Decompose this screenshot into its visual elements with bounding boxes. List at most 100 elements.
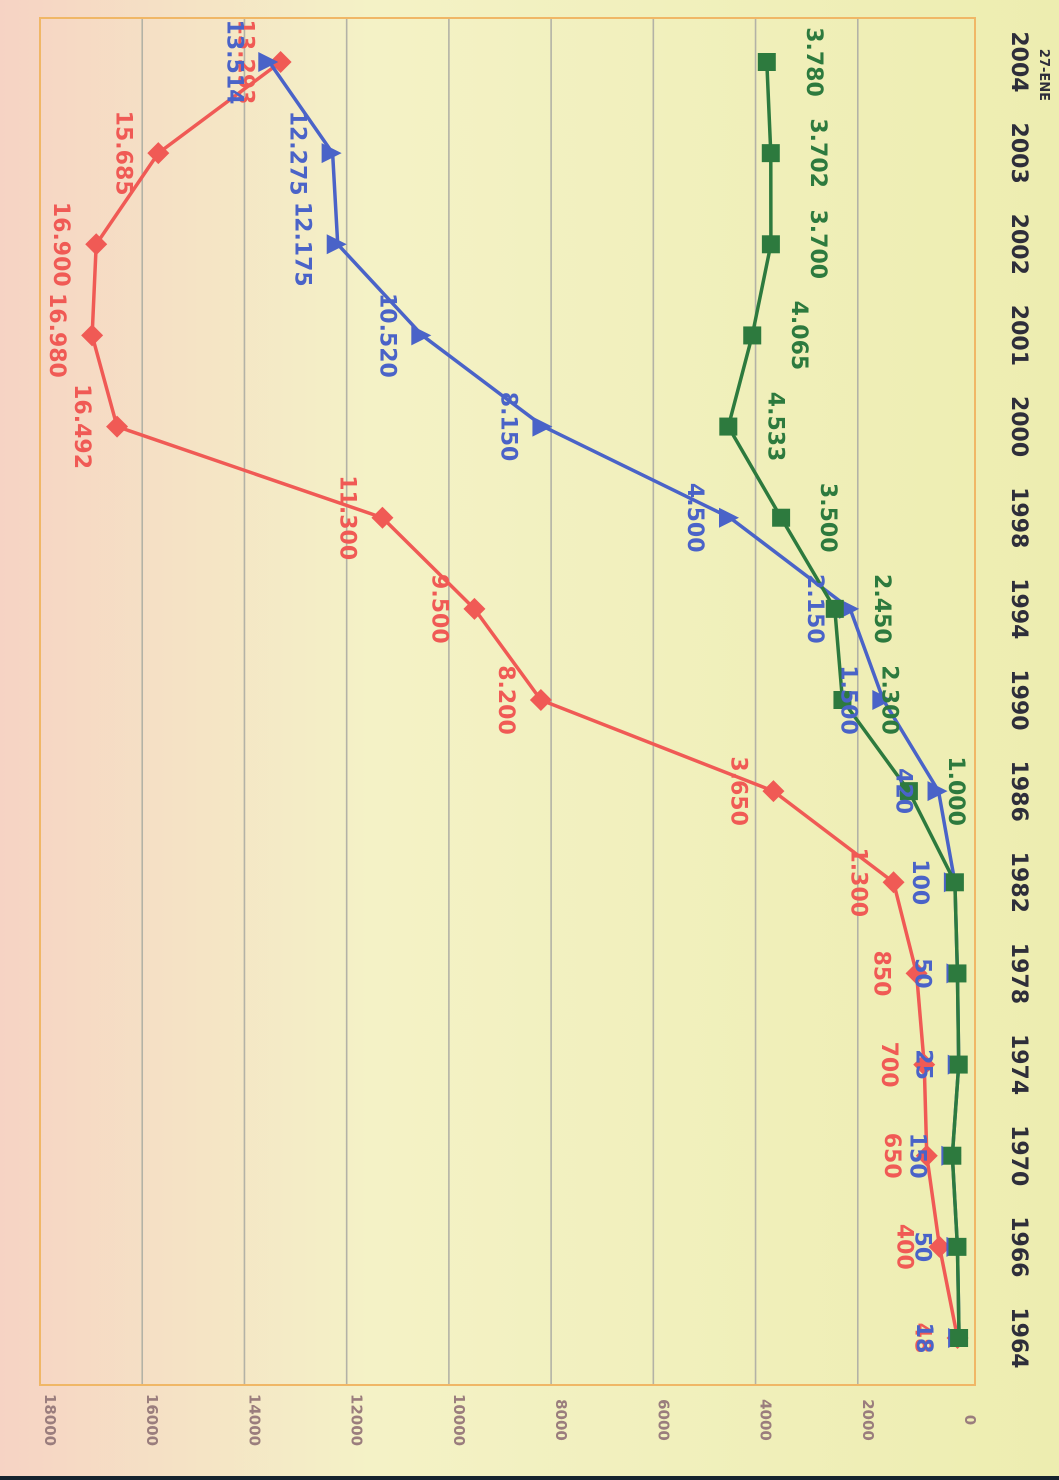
data-point-3: [772, 508, 791, 527]
data-label: 4.533: [762, 392, 787, 462]
data-point-2: [326, 234, 347, 255]
data-point-1: [762, 780, 785, 803]
data-point-1: [106, 415, 129, 438]
data-label: 4.500: [682, 483, 707, 553]
data-point-1: [913, 1053, 936, 1076]
data-label: 3.700: [805, 209, 830, 279]
data-label: 25: [911, 1049, 936, 1080]
y-tick-label: 14000: [245, 1394, 263, 1446]
data-label: 3.780: [801, 27, 826, 97]
y-tick-label: 6000: [654, 1399, 672, 1441]
x-tick-label: 1994: [1006, 578, 1031, 639]
data-point-3: [761, 235, 780, 254]
data-label: 2.450: [869, 574, 894, 644]
data-point-3: [743, 326, 762, 345]
y-tick-label: 8000: [552, 1399, 570, 1441]
data-point-3: [757, 53, 776, 71]
data-label: 8.150: [495, 392, 520, 462]
data-point-3: [949, 1055, 968, 1074]
data-point-2: [839, 598, 860, 619]
data-point-1: [915, 1144, 938, 1167]
x-tick-label: 1964: [1006, 1307, 1031, 1368]
y-tick-label: 12000: [348, 1394, 366, 1446]
data-label: 48: [910, 1323, 935, 1354]
data-label: 11.300: [334, 475, 359, 560]
data-label: 3.650: [725, 756, 750, 826]
x-tick-label: 1966: [1006, 1216, 1031, 1277]
data-label: 420: [891, 768, 916, 814]
y-tick-label: 16000: [143, 1394, 161, 1446]
x-tick-label: 2004: [1006, 31, 1031, 92]
data-label: 700: [876, 1042, 901, 1088]
data-label: 50: [909, 958, 934, 989]
data-label: 15.685: [110, 111, 135, 196]
x-tick-label: 2001: [1006, 305, 1031, 366]
y-tick-label: 10000: [450, 1394, 468, 1446]
data-label: 400: [892, 1224, 917, 1270]
data-point-2: [411, 325, 432, 346]
data-point-3: [825, 599, 844, 618]
data-point-3: [950, 1329, 969, 1347]
data-label: 13.293: [233, 20, 258, 105]
x-tick-label: 1982: [1006, 852, 1031, 913]
x-tick-label: 2000: [1006, 396, 1031, 457]
data-point-1: [81, 324, 104, 347]
data-point-2: [321, 143, 342, 164]
y-tick-label: 0: [961, 1415, 979, 1425]
data-label: 100: [907, 859, 932, 905]
data-label: 1.500: [835, 665, 860, 735]
x-tick-label: 1998: [1006, 487, 1031, 548]
data-point-1: [928, 1235, 951, 1258]
data-point-3: [943, 1146, 962, 1165]
data-point-2: [927, 781, 948, 802]
data-label: 13.514: [221, 20, 246, 105]
data-point-1: [529, 689, 552, 711]
data-label: 1.000: [943, 756, 968, 826]
data-point-3: [833, 691, 852, 709]
data-label: 2.150: [802, 574, 827, 644]
x-tick-label: 1970: [1006, 1125, 1031, 1186]
y-tick-label: 18000: [41, 1394, 59, 1446]
data-label: 1.300: [846, 847, 871, 917]
data-label: 850: [869, 950, 894, 996]
data-point-2: [532, 416, 553, 437]
x-tick-label: 2002: [1006, 214, 1031, 275]
data-point-3: [948, 1237, 967, 1256]
data-label: 50: [909, 1232, 934, 1263]
x-tick-label: 1990: [1006, 669, 1031, 730]
data-point-3: [945, 873, 964, 892]
data-label: 3.702: [805, 118, 830, 188]
data-label: 18: [911, 1323, 936, 1354]
plot-frame: [39, 17, 976, 1386]
x-tick-label: 1974: [1006, 1034, 1031, 1095]
data-label: 9.500: [426, 574, 451, 644]
data-label: 4.065: [786, 301, 811, 371]
data-point-2: [719, 507, 739, 528]
y-tick-label: 2000: [859, 1399, 877, 1441]
y-tick-label: 4000: [757, 1399, 775, 1441]
data-label: 12.275: [285, 111, 310, 196]
data-point-3: [719, 417, 738, 436]
data-point-2: [258, 52, 279, 72]
data-label: 150: [904, 1133, 929, 1179]
data-point-1: [147, 142, 170, 165]
data-point-3: [761, 144, 780, 163]
data-label: 8.200: [493, 665, 518, 735]
data-label: 2.300: [876, 665, 901, 735]
data-point-3: [899, 782, 918, 801]
data-point-1: [371, 506, 394, 529]
data-point-2: [872, 690, 893, 710]
data-label: 16.492: [69, 384, 94, 469]
data-point-1: [85, 233, 108, 256]
data-point-3: [948, 964, 967, 983]
data-label: 650: [879, 1133, 904, 1179]
data-point-1: [463, 597, 486, 620]
x-tick-label: 1986: [1006, 761, 1031, 822]
data-label: 16.900: [48, 202, 73, 287]
corner-note: 27-ENE: [1036, 49, 1051, 101]
data-label: 16.980: [44, 293, 69, 378]
data-label: 12.175: [290, 202, 315, 287]
